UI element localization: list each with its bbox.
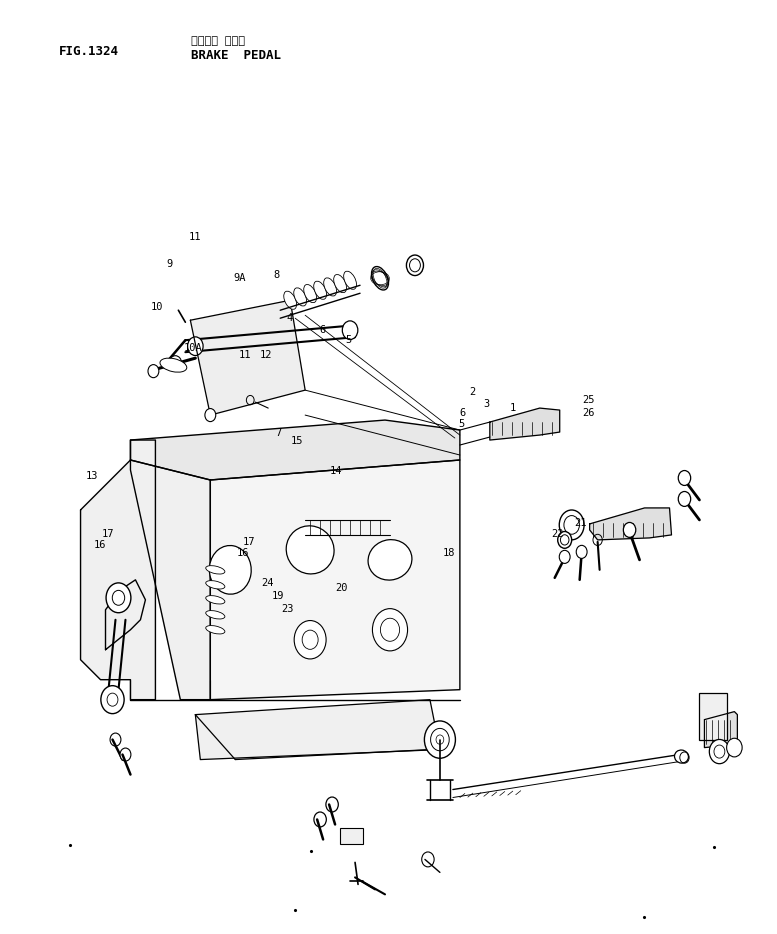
Text: 5: 5 <box>345 335 351 346</box>
Ellipse shape <box>558 531 572 548</box>
Polygon shape <box>211 460 460 700</box>
Text: 7: 7 <box>275 429 281 438</box>
Text: 9A: 9A <box>233 273 246 283</box>
Circle shape <box>422 852 434 867</box>
Text: 17: 17 <box>102 530 114 539</box>
Ellipse shape <box>206 566 225 574</box>
Circle shape <box>205 408 216 421</box>
Circle shape <box>326 797 338 812</box>
Circle shape <box>559 550 570 563</box>
Polygon shape <box>590 508 671 540</box>
Text: 11: 11 <box>188 232 200 242</box>
Ellipse shape <box>206 611 225 619</box>
Ellipse shape <box>674 750 688 763</box>
Circle shape <box>110 733 121 746</box>
Text: 12: 12 <box>260 350 272 361</box>
Ellipse shape <box>368 540 412 580</box>
Bar <box>699 693 726 740</box>
Text: 17: 17 <box>242 537 255 546</box>
Text: 25: 25 <box>582 395 595 404</box>
Polygon shape <box>81 440 155 700</box>
Circle shape <box>101 686 124 714</box>
Ellipse shape <box>160 358 186 372</box>
Circle shape <box>623 522 636 537</box>
Circle shape <box>678 471 691 486</box>
Ellipse shape <box>206 626 225 634</box>
Text: 20: 20 <box>336 583 348 593</box>
Circle shape <box>577 545 587 559</box>
Circle shape <box>106 583 131 613</box>
Text: 15: 15 <box>291 436 303 446</box>
Circle shape <box>169 356 182 371</box>
Polygon shape <box>705 712 737 747</box>
Circle shape <box>559 510 584 540</box>
Text: 6: 6 <box>319 325 326 335</box>
Ellipse shape <box>333 275 347 292</box>
Text: 4: 4 <box>286 313 292 323</box>
Circle shape <box>120 748 131 761</box>
Polygon shape <box>190 300 305 415</box>
Ellipse shape <box>286 526 334 573</box>
Text: 3: 3 <box>483 399 490 408</box>
Text: 2: 2 <box>469 388 476 397</box>
Ellipse shape <box>304 285 316 303</box>
Text: 5: 5 <box>458 419 465 429</box>
Text: 19: 19 <box>272 590 284 601</box>
Text: 10A: 10A <box>183 343 203 353</box>
Text: 8: 8 <box>273 270 279 280</box>
Ellipse shape <box>314 281 326 300</box>
Circle shape <box>678 491 691 506</box>
Text: 16: 16 <box>236 548 249 558</box>
Text: ブレーキ ペダル: ブレーキ ペダル <box>190 36 245 46</box>
Circle shape <box>187 337 203 356</box>
Circle shape <box>424 721 455 758</box>
Text: 1: 1 <box>510 403 516 413</box>
Text: BRAKE  PEDAL: BRAKE PEDAL <box>190 50 280 63</box>
Circle shape <box>709 740 730 764</box>
Bar <box>340 828 364 844</box>
Ellipse shape <box>343 271 357 290</box>
Ellipse shape <box>284 291 297 309</box>
Text: 23: 23 <box>281 603 294 614</box>
Ellipse shape <box>209 545 251 594</box>
Text: 21: 21 <box>575 518 587 528</box>
Text: 26: 26 <box>582 408 595 417</box>
Text: FIG.1324: FIG.1324 <box>59 46 119 59</box>
Polygon shape <box>131 420 460 480</box>
Text: 6: 6 <box>460 408 466 417</box>
Polygon shape <box>195 700 440 759</box>
Text: 11: 11 <box>239 350 251 361</box>
Circle shape <box>372 609 408 651</box>
Ellipse shape <box>324 277 336 296</box>
Text: 14: 14 <box>329 466 342 475</box>
Ellipse shape <box>206 596 225 604</box>
Text: 10: 10 <box>151 302 164 312</box>
Text: 24: 24 <box>261 577 274 587</box>
Text: 13: 13 <box>86 472 99 481</box>
Circle shape <box>294 620 326 659</box>
Ellipse shape <box>294 288 307 306</box>
Text: 18: 18 <box>443 548 455 558</box>
Circle shape <box>314 812 326 827</box>
Text: 22: 22 <box>552 530 564 539</box>
Circle shape <box>148 364 159 377</box>
Ellipse shape <box>406 255 423 276</box>
Polygon shape <box>131 460 211 700</box>
Text: 9: 9 <box>166 259 173 269</box>
Text: 16: 16 <box>94 541 106 550</box>
Polygon shape <box>106 580 145 650</box>
Ellipse shape <box>206 581 225 589</box>
Circle shape <box>726 738 742 757</box>
Circle shape <box>343 321 358 340</box>
Polygon shape <box>490 408 559 440</box>
Ellipse shape <box>371 266 388 290</box>
